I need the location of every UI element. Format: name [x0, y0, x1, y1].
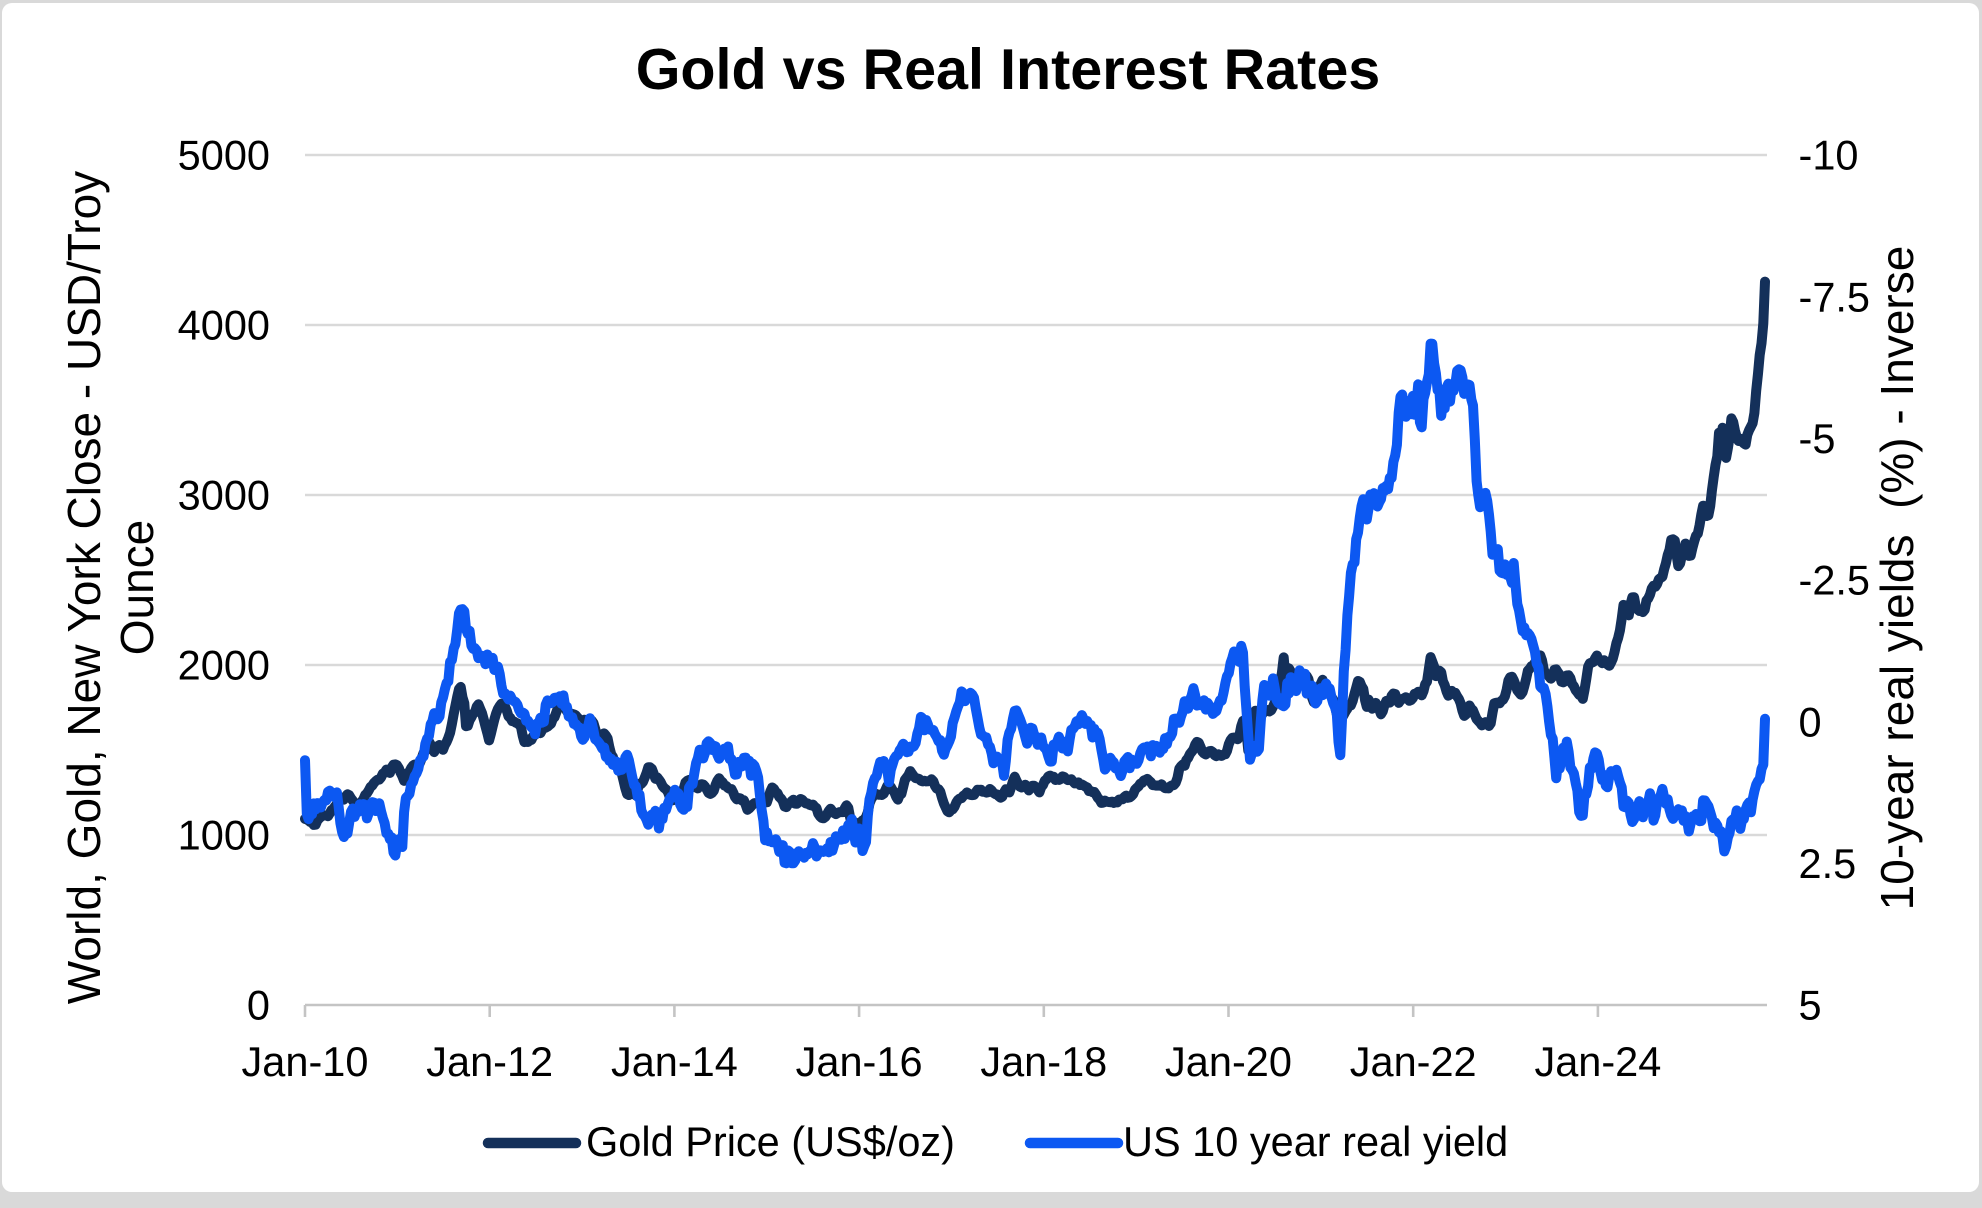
svg-text:Jan-18: Jan-18 [980, 1038, 1107, 1085]
svg-text:3000: 3000 [178, 472, 270, 519]
svg-text:-5: -5 [1799, 415, 1836, 462]
svg-text:0: 0 [247, 982, 270, 1029]
svg-text:Ounce: Ounce [111, 520, 163, 656]
svg-text:Jan-16: Jan-16 [796, 1038, 923, 1085]
svg-text:Jan-12: Jan-12 [426, 1038, 553, 1085]
svg-text:2.5: 2.5 [1799, 840, 1857, 887]
svg-text:Jan-20: Jan-20 [1165, 1038, 1292, 1085]
svg-text:10-year real yields (%) - Inv: 10-year real yields (%) - Inverse [1871, 246, 1923, 911]
svg-text:Gold Price (US$/oz): Gold Price (US$/oz) [586, 1118, 955, 1165]
svg-text:5: 5 [1799, 982, 1822, 1029]
svg-text:Jan-14: Jan-14 [611, 1038, 738, 1085]
svg-text:1000: 1000 [178, 812, 270, 859]
svg-text:US 10 year real yield: US 10 year real yield [1123, 1118, 1508, 1165]
svg-text:Jan-24: Jan-24 [1534, 1038, 1661, 1085]
svg-text:-7.5: -7.5 [1799, 273, 1871, 320]
svg-text:0: 0 [1799, 698, 1822, 745]
svg-text:World, Gold, New York Close -: World, Gold, New York Close - USD/Troy [58, 171, 110, 1004]
svg-text:Jan-22: Jan-22 [1350, 1038, 1477, 1085]
svg-text:5000: 5000 [178, 132, 270, 179]
svg-text:-2.5: -2.5 [1799, 557, 1871, 604]
svg-text:Gold vs Real Interest Rates: Gold vs Real Interest Rates [636, 38, 1381, 102]
svg-text:Jan-10: Jan-10 [242, 1038, 369, 1085]
svg-text:2000: 2000 [178, 642, 270, 689]
svg-text:4000: 4000 [178, 302, 270, 349]
svg-text:-10: -10 [1799, 132, 1859, 179]
